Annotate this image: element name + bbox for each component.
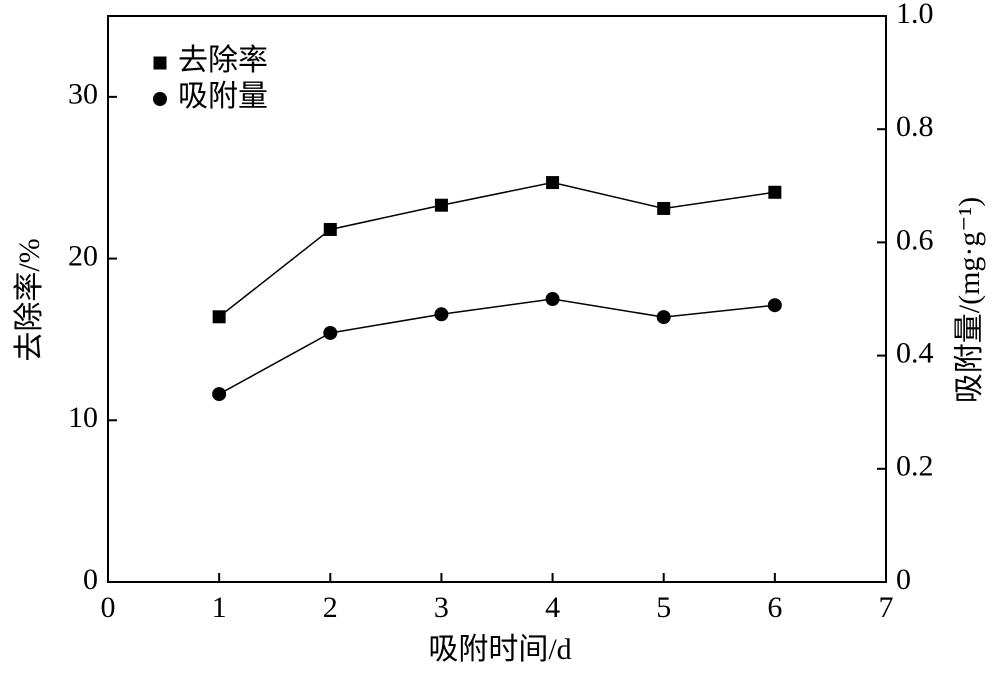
- x-axis-label: 吸附时间/d: [428, 633, 571, 666]
- y-tick-label: 0: [83, 563, 98, 596]
- x-tick-label: 6: [767, 591, 782, 624]
- data-point: [767, 298, 782, 313]
- data-point: [323, 325, 338, 340]
- y-tick-label: 20: [68, 239, 98, 272]
- x-tick-label: 0: [101, 591, 116, 624]
- data-point: [323, 222, 337, 236]
- data-point: [657, 201, 671, 215]
- x-tick-label: 3: [434, 591, 449, 624]
- legend-marker: [153, 92, 167, 106]
- x-tick-label: 4: [545, 591, 560, 624]
- data-point: [212, 387, 227, 402]
- y2-tick-label: 1.0: [896, 0, 934, 30]
- y-axis-label: 去除率/%: [13, 238, 46, 361]
- x-tick-label: 7: [879, 591, 894, 624]
- y2-tick-label: 0.6: [896, 223, 934, 256]
- y-tick-label: 10: [68, 401, 98, 434]
- x-tick-label: 2: [323, 591, 338, 624]
- y-tick-label: 30: [68, 78, 98, 111]
- legend-label: 吸附量: [178, 80, 268, 113]
- y2-tick-label: 0.2: [896, 450, 934, 483]
- data-point: [434, 198, 448, 212]
- series-line: [218, 298, 775, 395]
- legend-marker: [153, 56, 167, 70]
- y2-tick-label: 0: [896, 563, 911, 596]
- data-point: [656, 310, 671, 325]
- data-point: [212, 310, 226, 324]
- data-point: [768, 185, 782, 199]
- data-point: [546, 176, 560, 190]
- data-point: [545, 292, 560, 306]
- x-tick-label: 1: [212, 591, 227, 624]
- series-line: [218, 181, 775, 318]
- x-tick-label: 5: [656, 591, 671, 624]
- y2-axis-label: 吸附量/(mg·g⁻¹): [953, 197, 986, 403]
- plot-frame: [107, 15, 887, 583]
- legend-label: 去除率: [178, 44, 268, 77]
- y2-tick-label: 0.8: [896, 110, 934, 143]
- y2-tick-label: 0.4: [896, 336, 934, 369]
- data-point: [434, 307, 449, 322]
